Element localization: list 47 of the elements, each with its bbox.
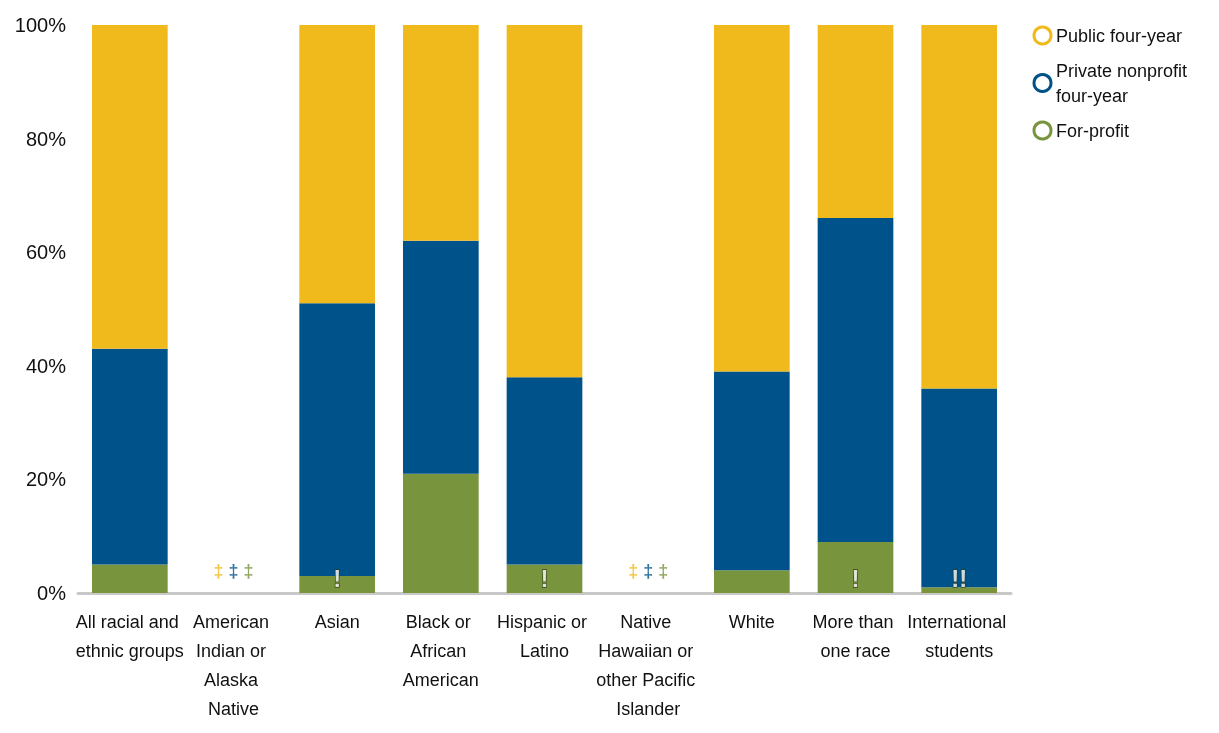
bar (403, 240, 479, 474)
text: ‡ (628, 561, 639, 581)
x-tick-label: Hispanic or Latino (496, 611, 593, 661)
bar (506, 25, 583, 378)
y-tick-label: 100% (14, 14, 67, 36)
y-tick-label: 0% (37, 582, 67, 604)
bar (506, 564, 583, 593)
bar (921, 587, 998, 593)
bar (817, 218, 894, 542)
y-tick-label: 40% (25, 354, 67, 377)
y-tick-label: 60% (25, 241, 67, 264)
text: ‡ (228, 561, 239, 581)
x-tick-label: American Indian or Alaska Native (192, 611, 275, 719)
bar (817, 25, 894, 219)
data-label: ! (540, 564, 549, 592)
bar (403, 473, 479, 593)
bar (714, 371, 790, 571)
data-label: ! (333, 564, 342, 592)
x-tick-label: All racial and ethnic groups (75, 611, 184, 661)
text: ‡ (243, 561, 254, 581)
y-tick-label: 80% (25, 127, 67, 150)
bar (714, 25, 790, 372)
x-tick-label: More than one race (812, 611, 899, 661)
bar (921, 25, 998, 389)
x-tick-label: International students (907, 611, 1012, 661)
bar (91, 25, 168, 349)
text: ‡ (213, 561, 224, 581)
bar (91, 348, 168, 565)
x-tick-label: Native Hawaiian or other Pacific Islander (596, 611, 701, 719)
legend-label: Private nonprofit four-year (1056, 60, 1193, 106)
bar (299, 25, 376, 304)
bar (921, 388, 998, 588)
legend-label: Public four-year (1056, 25, 1183, 46)
text: ‡ (658, 561, 669, 581)
bar (403, 25, 479, 241)
bar (506, 377, 583, 565)
text: ‡ (643, 561, 654, 581)
data-label: !! (951, 564, 968, 592)
legend-label: For-profit (1056, 120, 1130, 141)
x-tick-label: Asian (314, 611, 360, 632)
x-tick-label: Black or African American (402, 611, 479, 690)
bar (91, 564, 168, 593)
x-tick-label: White (728, 611, 775, 632)
bar (817, 541, 894, 593)
data-label: ! (851, 564, 860, 592)
bar (714, 570, 790, 593)
y-tick-label: 20% (25, 468, 67, 491)
